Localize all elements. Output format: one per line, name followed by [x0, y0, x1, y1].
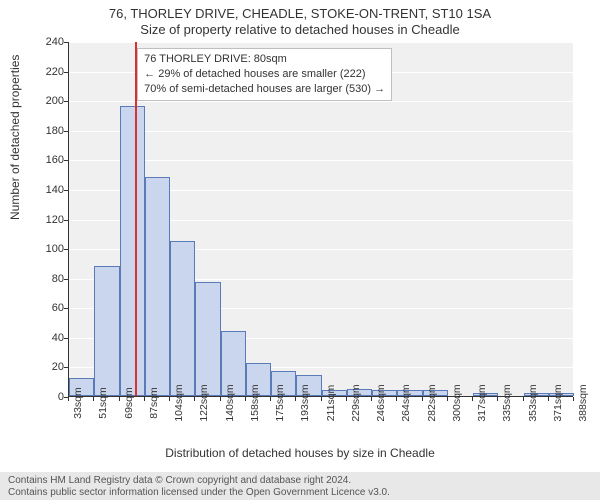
y-tick-mark [64, 308, 68, 309]
x-tick-label: 371sqm [552, 384, 564, 421]
chart-title-line1: 76, THORLEY DRIVE, CHEADLE, STOKE-ON-TRE… [0, 6, 600, 21]
x-tick-mark [472, 397, 473, 401]
x-tick-label: 104sqm [173, 384, 185, 421]
y-tick-label: 180 [32, 125, 64, 137]
x-tick-label: 158sqm [249, 384, 261, 421]
x-tick-label: 229sqm [350, 384, 362, 421]
info-box-line: 70% of semi-detached houses are larger (… [144, 82, 385, 97]
footer-line2: Contains public sector information licen… [8, 487, 592, 499]
x-tick-mark [169, 397, 170, 401]
plot-area: 76 THORLEY DRIVE: 80sqm← 29% of detached… [68, 42, 573, 397]
info-box-line: ← 29% of detached houses are smaller (22… [144, 67, 385, 82]
info-box: 76 THORLEY DRIVE: 80sqm← 29% of detached… [137, 48, 392, 101]
x-tick-label: 51sqm [97, 387, 109, 419]
x-tick-mark [447, 397, 448, 401]
y-tick-mark [64, 190, 68, 191]
x-tick-label: 335sqm [501, 384, 513, 421]
x-tick-label: 353sqm [527, 384, 539, 421]
y-tick-mark [64, 72, 68, 73]
x-tick-mark [321, 397, 322, 401]
x-tick-mark [346, 397, 347, 401]
y-tick-mark [64, 131, 68, 132]
histogram-bar [195, 282, 220, 396]
y-tick-label: 60 [32, 302, 64, 314]
histogram-bar [170, 241, 195, 396]
x-tick-label: 282sqm [426, 384, 438, 421]
y-tick-mark [64, 367, 68, 368]
y-tick-label: 160 [32, 154, 64, 166]
y-tick-label: 80 [32, 273, 64, 285]
y-tick-label: 100 [32, 243, 64, 255]
y-tick-label: 140 [32, 184, 64, 196]
x-tick-label: 388sqm [577, 384, 589, 421]
chart-title-line2: Size of property relative to detached ho… [0, 22, 600, 37]
y-tick-mark [64, 160, 68, 161]
x-tick-mark [422, 397, 423, 401]
info-box-line: 76 THORLEY DRIVE: 80sqm [144, 52, 385, 67]
y-tick-mark [64, 42, 68, 43]
x-tick-label: 246sqm [375, 384, 387, 421]
x-tick-mark [144, 397, 145, 401]
x-tick-mark [270, 397, 271, 401]
y-tick-label: 200 [32, 95, 64, 107]
x-tick-mark [548, 397, 549, 401]
x-tick-mark [497, 397, 498, 401]
x-axis-label: Distribution of detached houses by size … [0, 446, 600, 460]
x-tick-mark [194, 397, 195, 401]
gridline [69, 101, 573, 102]
y-tick-label: 20 [32, 361, 64, 373]
y-tick-label: 120 [32, 214, 64, 226]
x-tick-label: 87sqm [148, 387, 160, 419]
x-tick-label: 140sqm [224, 384, 236, 421]
x-tick-mark [573, 397, 574, 401]
x-tick-mark [371, 397, 372, 401]
x-tick-mark [396, 397, 397, 401]
x-tick-mark [295, 397, 296, 401]
y-tick-mark [64, 279, 68, 280]
x-tick-mark [68, 397, 69, 401]
x-tick-label: 175sqm [274, 384, 286, 421]
x-tick-label: 317sqm [476, 384, 488, 421]
y-tick-label: 220 [32, 66, 64, 78]
x-tick-mark [93, 397, 94, 401]
x-tick-label: 211sqm [325, 385, 337, 422]
histogram-bar [120, 106, 145, 396]
histogram-bar [145, 177, 170, 396]
x-tick-mark [220, 397, 221, 401]
y-tick-label: 40 [32, 332, 64, 344]
x-tick-label: 300sqm [451, 384, 463, 421]
y-tick-mark [64, 249, 68, 250]
y-tick-label: 240 [32, 36, 64, 48]
x-tick-mark [523, 397, 524, 401]
x-tick-label: 69sqm [123, 387, 135, 419]
gridline [69, 42, 573, 43]
footer-attribution: Contains HM Land Registry data © Crown c… [0, 472, 600, 500]
y-tick-mark [64, 220, 68, 221]
y-tick-mark [64, 338, 68, 339]
x-tick-label: 193sqm [299, 384, 311, 421]
x-tick-mark [119, 397, 120, 401]
y-tick-label: 0 [32, 391, 64, 403]
x-tick-label: 264sqm [400, 384, 412, 421]
y-tick-mark [64, 101, 68, 102]
y-axis-label: Number of detached properties [8, 55, 22, 220]
x-tick-mark [245, 397, 246, 401]
x-tick-label: 122sqm [198, 384, 210, 421]
histogram-bar [94, 266, 119, 396]
footer-line1: Contains HM Land Registry data © Crown c… [8, 475, 592, 487]
x-tick-label: 33sqm [72, 387, 84, 419]
